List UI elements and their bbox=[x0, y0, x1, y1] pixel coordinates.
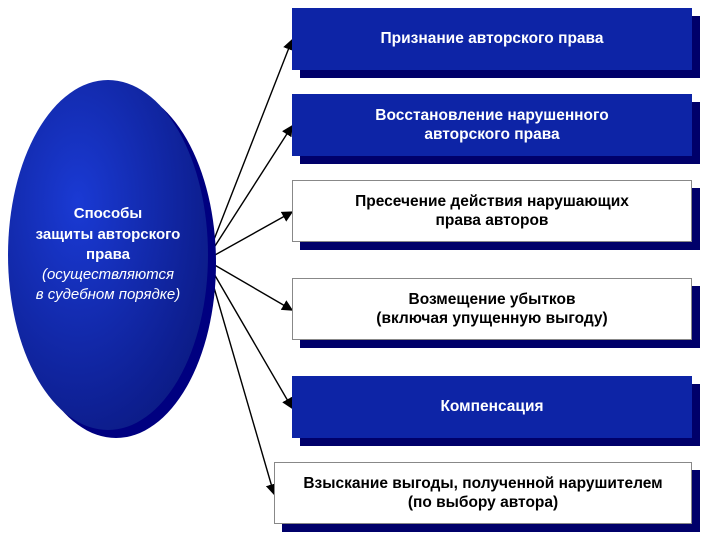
concept-box-label: Взыскание выгоды, полученной нарушителем… bbox=[274, 462, 692, 524]
central-ellipse-text: Способы защиты авторского права (осущест… bbox=[36, 204, 181, 305]
concept-box-label: Компенсация bbox=[292, 376, 692, 438]
concept-box: Пресечение действия нарушающихправа авто… bbox=[292, 180, 692, 242]
concept-box: Компенсация bbox=[292, 376, 692, 438]
concept-box-label: Пресечение действия нарушающихправа авто… bbox=[292, 180, 692, 242]
concept-box-label: Восстановление нарушенногоавторского пра… bbox=[292, 94, 692, 156]
concept-box: Признание авторского права bbox=[292, 8, 692, 70]
concept-box: Взыскание выгоды, полученной нарушителем… bbox=[274, 462, 692, 524]
concept-box: Возмещение убытков(включая упущенную выг… bbox=[292, 278, 692, 340]
concept-box: Восстановление нарушенногоавторского пра… bbox=[292, 94, 692, 156]
concept-box-label: Признание авторского права bbox=[292, 8, 692, 70]
central-ellipse: Способы защиты авторского права (осущест… bbox=[8, 80, 218, 440]
concept-box-label: Возмещение убытков(включая упущенную выг… bbox=[292, 278, 692, 340]
